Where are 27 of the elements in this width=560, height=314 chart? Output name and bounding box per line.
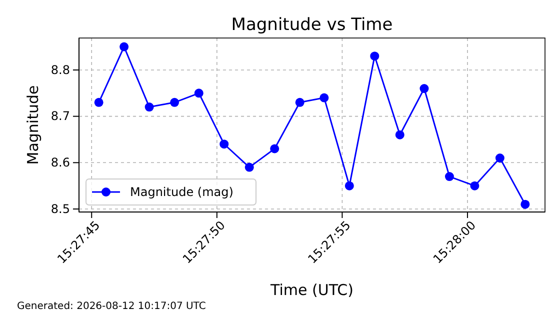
point	[144, 102, 154, 112]
chart-title: Magnitude vs Time	[231, 15, 393, 35]
point	[344, 181, 354, 190]
point	[444, 172, 454, 182]
point	[94, 98, 104, 107]
point	[270, 144, 280, 154]
y-tick-label: 8.5	[50, 202, 70, 216]
text: Generated: 2026-08-12 10:17:07 UTC	[17, 301, 206, 312]
y-tick-label: 8.6	[50, 155, 70, 170]
point	[470, 181, 480, 190]
point	[120, 42, 129, 52]
point	[520, 200, 530, 209]
point	[420, 84, 429, 94]
point	[244, 162, 254, 172]
point	[395, 130, 404, 140]
x-axis-title: Time (UTC)	[270, 281, 354, 299]
point	[194, 88, 204, 98]
point	[495, 154, 504, 163]
point	[170, 98, 180, 107]
point	[295, 98, 304, 107]
point	[320, 93, 329, 102]
y-tick-label: 8.8	[50, 62, 70, 77]
y-tick-label: 8.7	[50, 109, 70, 124]
y-axis-title: Magnitude	[24, 85, 42, 165]
point	[370, 52, 380, 61]
legend-label: Magnitude (mag)	[130, 185, 234, 199]
point	[220, 140, 229, 149]
